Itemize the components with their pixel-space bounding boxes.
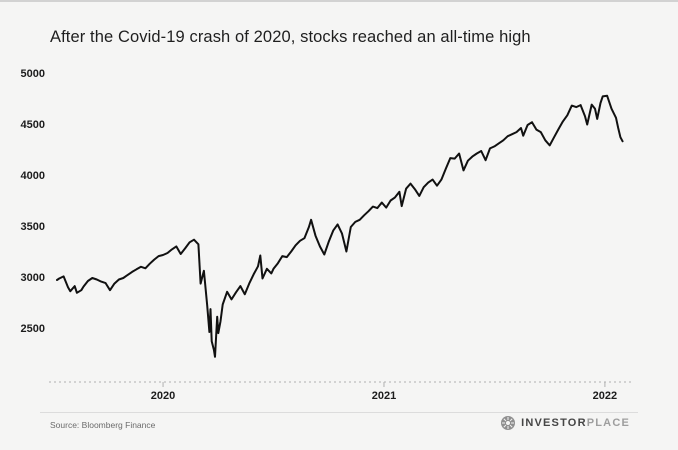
y-axis-tick-label: 3500 — [20, 221, 45, 233]
x-axis-tick-label: 2020 — [150, 390, 176, 402]
x-axis-tick-label: 2022 — [592, 390, 618, 402]
y-axis-tick-label: 4000 — [20, 170, 45, 182]
brand-part-investor: INVESTOR — [521, 417, 587, 429]
y-axis-tick-label: 5000 — [20, 68, 45, 80]
y-axis-tick-label: 3000 — [20, 272, 45, 284]
investorplace-logo: INVESTORPLACE — [500, 415, 630, 431]
y-axis-tick-label: 4500 — [20, 119, 45, 131]
brand-wordmark: INVESTORPLACE — [521, 417, 630, 429]
brand-part-place: PLACE — [586, 417, 630, 429]
investorplace-logo-icon — [501, 416, 516, 430]
stock-price-line — [56, 94, 624, 358]
footer-divider — [40, 412, 638, 413]
source-attribution: Source: Bloomberg Finance — [50, 420, 156, 430]
chart-title: After the Covid-19 crash of 2020, stocks… — [50, 28, 531, 46]
y-axis-tick-label: 2500 — [20, 323, 45, 335]
x-axis-tick-label: 2021 — [371, 390, 397, 402]
